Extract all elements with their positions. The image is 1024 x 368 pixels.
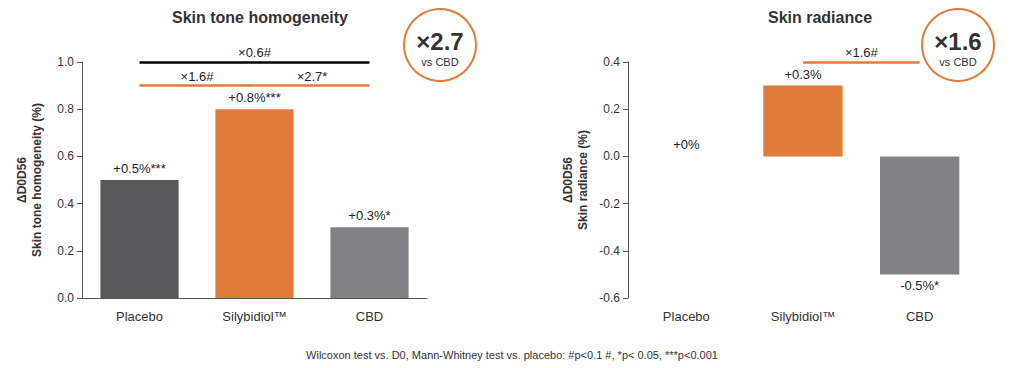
svg-text:Skin tone homogeneity: Skin tone homogeneity xyxy=(172,9,348,26)
svg-text:+0.3%*: +0.3%* xyxy=(348,208,390,223)
svg-text:Skin radiance (%): Skin radiance (%) xyxy=(576,130,590,230)
svg-text:Skin tone homogeneity (%): Skin tone homogeneity (%) xyxy=(30,103,44,257)
svg-text:Silybidiol™: Silybidiol™ xyxy=(771,309,835,324)
svg-text:0.6: 0.6 xyxy=(57,149,74,163)
svg-text:×2.7*: ×2.7* xyxy=(297,69,328,84)
svg-text:+0.3%: +0.3% xyxy=(784,67,822,82)
svg-text:Wilcoxon test vs. D0, Mann-Whi: Wilcoxon test vs. D0, Mann-Whitney test … xyxy=(306,349,718,361)
svg-text:Placebo: Placebo xyxy=(116,309,163,324)
svg-text:Silybidiol™: Silybidiol™ xyxy=(222,309,286,324)
svg-text:×1.6: ×1.6 xyxy=(934,28,981,55)
svg-text:ΔD0D56: ΔD0D56 xyxy=(561,157,575,203)
svg-text:ΔD0D56: ΔD0D56 xyxy=(15,157,29,203)
svg-text:0.2: 0.2 xyxy=(603,102,620,116)
svg-text:-0.5%*: -0.5%* xyxy=(900,278,939,293)
svg-text:0.0: 0.0 xyxy=(57,291,74,305)
svg-text:0.4: 0.4 xyxy=(57,197,74,211)
svg-text:×2.7: ×2.7 xyxy=(416,28,463,55)
svg-text:+0.8%***: +0.8%*** xyxy=(228,90,280,105)
svg-text:0.8: 0.8 xyxy=(57,102,74,116)
svg-text:0.0: 0.0 xyxy=(603,149,620,163)
svg-text:vs CBD: vs CBD xyxy=(421,56,458,68)
svg-text:+0.5%***: +0.5%*** xyxy=(113,161,165,176)
svg-text:vs CBD: vs CBD xyxy=(939,56,976,68)
svg-text:0.2: 0.2 xyxy=(57,244,74,258)
svg-text:×1.6#: ×1.6# xyxy=(845,45,879,60)
svg-text:1.0: 1.0 xyxy=(57,55,74,69)
svg-text:CBD: CBD xyxy=(906,309,933,324)
svg-text:×1.6#: ×1.6# xyxy=(181,69,215,84)
svg-text:Placebo: Placebo xyxy=(663,309,710,324)
svg-text:+0%: +0% xyxy=(673,137,700,152)
svg-text:0.4: 0.4 xyxy=(603,55,620,69)
svg-text:×0.6#: ×0.6# xyxy=(238,45,272,60)
svg-text:Skin radiance: Skin radiance xyxy=(768,9,872,26)
svg-text:-0.4: -0.4 xyxy=(599,244,620,258)
svg-text:CBD: CBD xyxy=(356,309,383,324)
svg-text:-0.6: -0.6 xyxy=(599,291,620,305)
svg-text:-0.2: -0.2 xyxy=(599,197,620,211)
